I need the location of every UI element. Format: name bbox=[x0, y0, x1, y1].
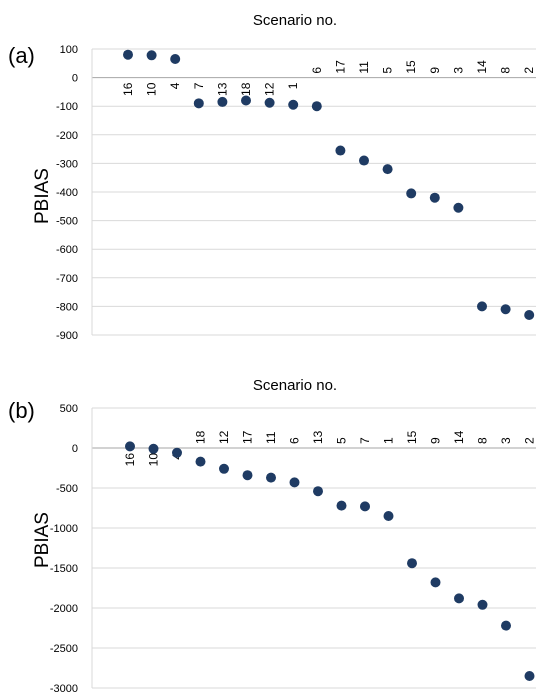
chart-a-category-label: 2 bbox=[522, 67, 536, 74]
chart-a-point bbox=[524, 309, 535, 320]
chart-b-category-label: 17 bbox=[241, 430, 255, 444]
chart-a-category-label: 9 bbox=[428, 67, 442, 74]
chart-a-point bbox=[500, 304, 511, 315]
chart-a-ytick-label: -200 bbox=[56, 130, 78, 142]
chart-a-point bbox=[123, 49, 133, 60]
chart-a-ytick-label: -400 bbox=[56, 187, 78, 199]
chart-a-point bbox=[382, 164, 393, 175]
chart-a-ytick-label: -800 bbox=[56, 301, 78, 313]
chart-a-point bbox=[359, 155, 369, 166]
chart-a-point bbox=[217, 96, 228, 107]
chart-a-point bbox=[146, 50, 157, 61]
chart-b-category-label: 16 bbox=[123, 453, 137, 467]
chart-a-ylabel: PBIAS bbox=[32, 168, 53, 224]
chart-b-category-label: 18 bbox=[194, 430, 208, 444]
chart-a-ytick-label: -900 bbox=[56, 330, 78, 342]
chart-a-category-label: 13 bbox=[215, 82, 229, 96]
chart-a-point bbox=[288, 99, 299, 110]
chart-b-point bbox=[524, 671, 535, 681]
chart-a-category-label: 10 bbox=[145, 82, 159, 96]
chart-b-ytick-label: -2500 bbox=[50, 643, 78, 655]
chart-a-ytick-label: 0 bbox=[72, 73, 78, 85]
chart-b-point bbox=[172, 447, 182, 458]
chart-b-point bbox=[266, 472, 276, 483]
chart-b-point bbox=[430, 577, 441, 588]
chart-a-ytick-label: 100 bbox=[60, 44, 78, 56]
chart-b-point bbox=[383, 511, 394, 521]
chart-b-point bbox=[313, 486, 323, 497]
chart-b-category-label: 13 bbox=[311, 430, 325, 444]
chart-b-category-label: 9 bbox=[429, 437, 443, 444]
chart-b-point bbox=[501, 620, 511, 631]
chart-b-panel-label: (b) bbox=[8, 398, 35, 423]
chart-a-panel-label: (a) bbox=[8, 43, 35, 68]
chart-a-title: Scenario no. bbox=[253, 12, 337, 29]
chart-b-category-label: 2 bbox=[523, 437, 536, 444]
chart-b-point bbox=[242, 470, 253, 481]
chart-b-ytick-label: -500 bbox=[56, 483, 78, 495]
chart-a-point bbox=[193, 98, 204, 109]
chart-b-ytick-label: -3000 bbox=[50, 683, 78, 695]
chart-b-category-label: 15 bbox=[405, 430, 419, 444]
chart-a-category-label: 17 bbox=[333, 60, 347, 74]
chart-a-ytick-label: -700 bbox=[56, 273, 78, 285]
chart-a-point bbox=[406, 188, 417, 199]
chart-a-category-label: 8 bbox=[499, 67, 513, 74]
chart-b-category-label: 14 bbox=[452, 430, 466, 444]
chart-a-ytick-label: -100 bbox=[56, 101, 78, 113]
chart-b-point bbox=[360, 501, 370, 512]
chart-a-ytick-label: -300 bbox=[56, 158, 78, 170]
chart-a-ytick-label: -600 bbox=[56, 244, 78, 256]
chart-b-category-label: 8 bbox=[476, 437, 490, 444]
chart-b-title: Scenario no. bbox=[253, 377, 337, 394]
chart-a-ytick-label: -500 bbox=[56, 216, 78, 228]
chart-b-category-label: 1 bbox=[382, 437, 396, 444]
chart-a-point bbox=[311, 101, 322, 112]
chart-a-point bbox=[170, 54, 181, 65]
chart-b-category-label: 10 bbox=[147, 453, 161, 467]
chart-a-category-label: 12 bbox=[263, 82, 277, 96]
chart-a-point bbox=[241, 95, 251, 106]
chart-a-category-label: 5 bbox=[381, 67, 395, 74]
chart-b-ytick-label: 500 bbox=[60, 403, 78, 415]
chart-a-category-label: 1 bbox=[286, 82, 300, 89]
chart-b-point bbox=[219, 463, 229, 474]
chart-a-category-label: 3 bbox=[451, 67, 465, 74]
chart-b-category-label: 6 bbox=[288, 437, 302, 444]
chart-b-point bbox=[195, 456, 206, 467]
chart-a-category-label: 15 bbox=[404, 60, 418, 74]
chart-b-ytick-label: -1500 bbox=[50, 563, 78, 575]
chart-a-category-label: 11 bbox=[357, 61, 371, 74]
chart-b-point bbox=[477, 599, 488, 610]
chart-b-category-label: 7 bbox=[358, 437, 372, 444]
chart-b-point bbox=[289, 477, 300, 488]
chart-b-point bbox=[454, 593, 464, 604]
chart-a-point bbox=[335, 145, 346, 156]
chart-a-category-label: 18 bbox=[239, 82, 253, 96]
chart-b-category-label: 12 bbox=[217, 430, 231, 444]
chart-b-ytick-label: 0 bbox=[72, 443, 78, 455]
chart-b-point bbox=[125, 441, 135, 452]
chart-a-category-label: 6 bbox=[310, 67, 324, 74]
chart-b-point bbox=[336, 500, 347, 511]
chart-b-point bbox=[148, 443, 159, 454]
chart-b-point bbox=[407, 558, 417, 569]
chart-a-category-label: 14 bbox=[475, 60, 489, 74]
chart-a-point bbox=[477, 301, 487, 312]
chart-b-ylabel: PBIAS bbox=[32, 512, 53, 568]
chart-a-point bbox=[429, 192, 440, 203]
chart-a-category-label: 7 bbox=[192, 82, 206, 89]
chart-b-category-label: 3 bbox=[499, 437, 513, 444]
chart-a-point bbox=[264, 97, 275, 108]
chart-b-category-label: 11 bbox=[264, 431, 278, 444]
chart-a-point bbox=[453, 202, 464, 213]
chart-b-ytick-label: -1000 bbox=[50, 523, 78, 535]
chart-b-ytick-label: -2000 bbox=[50, 603, 78, 615]
chart-b-category-label: 5 bbox=[335, 437, 349, 444]
chart-a-category-label: 4 bbox=[168, 82, 182, 89]
chart-a-category-label: 16 bbox=[121, 82, 135, 96]
